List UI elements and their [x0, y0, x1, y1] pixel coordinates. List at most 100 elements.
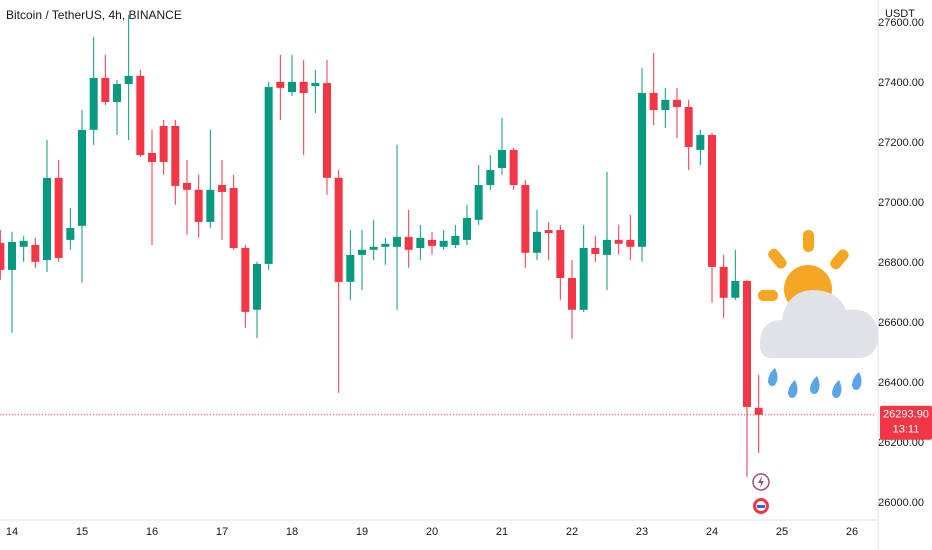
candle-body	[579, 248, 588, 310]
candle-body	[393, 236, 401, 247]
candle-body	[194, 189, 203, 222]
y-tick-label: 26200.00	[878, 437, 924, 449]
candle-body	[43, 177, 51, 260]
candle-body	[0, 242, 5, 270]
x-tick-label: 19	[356, 526, 368, 538]
candle-body	[719, 266, 728, 298]
candle-body	[556, 230, 565, 278]
candle-body	[31, 245, 40, 262]
x-tick-label: 17	[216, 526, 228, 538]
candle-body	[404, 236, 413, 250]
last-price-label: 26293.90	[883, 409, 929, 421]
candle-body	[241, 248, 250, 312]
x-tick-label: 20	[426, 526, 438, 538]
candle-body	[673, 99, 681, 108]
candle-body	[276, 81, 285, 88]
candle-body	[463, 218, 471, 240]
candle-body	[54, 177, 63, 258]
y-axis-label: USDT	[885, 8, 915, 20]
candle-body	[299, 81, 308, 93]
x-tick-label: 14	[6, 526, 18, 538]
countdown: 13:11	[893, 424, 920, 436]
candle-body	[603, 239, 611, 255]
candle-body	[8, 242, 16, 270]
candle-body	[661, 99, 670, 111]
candle-body	[229, 188, 238, 249]
candle-body	[358, 249, 366, 255]
x-tick-label: 26	[846, 526, 858, 538]
chart-title: Bitcoin / TetherUS, 4h, BINANCE	[6, 8, 182, 22]
y-tick-label: 27200.00	[878, 137, 924, 149]
candle-body	[696, 134, 705, 150]
candle-body	[731, 280, 740, 298]
candle-body	[346, 254, 355, 282]
candle-body	[743, 280, 751, 407]
candle-body	[253, 263, 261, 310]
candle-body	[323, 83, 331, 178]
candle-body	[486, 170, 495, 186]
y-tick-label: 27600.00	[878, 17, 924, 29]
weather-icon	[758, 230, 879, 398]
candle-body	[113, 83, 121, 102]
candle-body	[159, 125, 168, 162]
candle-body	[78, 129, 86, 226]
plot-area	[0, 14, 763, 477]
candle-body	[649, 92, 658, 111]
y-tick-label: 26800.00	[878, 257, 924, 269]
x-tick-label: 18	[286, 526, 298, 538]
candle-body	[614, 239, 623, 244]
candle-body	[101, 77, 110, 102]
candle-body	[626, 239, 635, 247]
y-tick-label: 26000.00	[878, 497, 924, 509]
x-tick-label: 24	[706, 526, 718, 538]
y-tick-label: 27400.00	[878, 77, 924, 89]
candle-body	[533, 231, 541, 253]
candle-body	[638, 92, 646, 247]
candle-body	[416, 237, 425, 249]
candle-body	[89, 77, 98, 130]
candle-body	[334, 177, 343, 282]
x-tick-label: 23	[636, 526, 648, 538]
x-tick-label: 21	[496, 526, 508, 538]
candle-body	[474, 185, 483, 220]
candle-body	[381, 243, 390, 247]
x-tick-label: 25	[776, 526, 788, 538]
x-tick-label: 16	[146, 526, 158, 538]
candle-body	[183, 182, 191, 190]
y-tick-label: 26400.00	[878, 377, 924, 389]
candle-body	[218, 185, 226, 192]
candle-body	[428, 239, 436, 246]
candle-body	[311, 83, 320, 87]
candle-body	[521, 185, 530, 253]
x-tick-label: 22	[566, 526, 578, 538]
y-tick-label: 27000.00	[878, 197, 924, 209]
candle-body	[591, 248, 600, 255]
candle-body	[148, 152, 156, 162]
candle-body	[206, 189, 215, 222]
candle-body	[568, 277, 576, 310]
candle-body	[288, 81, 296, 93]
candle-body	[369, 246, 378, 250]
candle-body	[754, 407, 763, 415]
candle-body	[544, 230, 553, 234]
candle-body	[171, 125, 180, 186]
candle-body	[124, 75, 133, 84]
candle-body	[19, 240, 28, 247]
candle-body	[498, 149, 506, 168]
event-icons	[752, 473, 770, 514]
candle-body	[66, 227, 75, 240]
axis-label-backdrop	[878, 0, 932, 34]
candle-body	[708, 134, 716, 267]
candle-body	[439, 240, 448, 247]
candle-body	[684, 107, 693, 147]
y-tick-label: 26600.00	[878, 317, 924, 329]
candle-body	[451, 236, 460, 246]
candle-body	[264, 86, 273, 264]
last-price-badge	[880, 405, 932, 440]
candle-body	[136, 75, 145, 156]
x-tick-label: 15	[76, 526, 88, 538]
candle-body	[509, 149, 518, 186]
